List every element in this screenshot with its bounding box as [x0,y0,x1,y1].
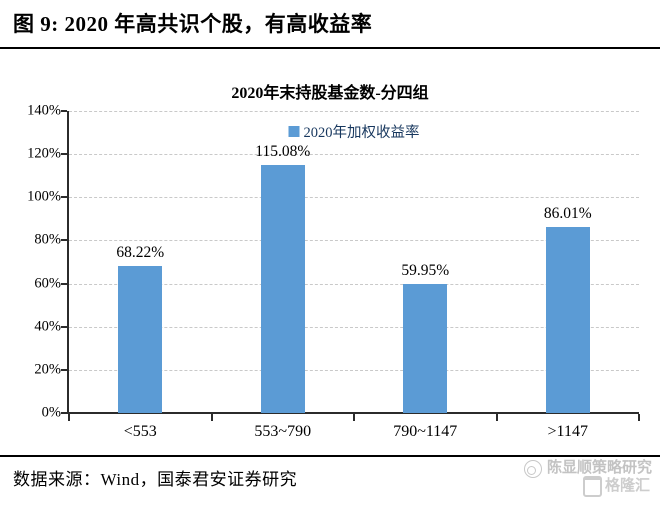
legend-label: 2020年加权收益率 [303,125,420,141]
watermark: 陈显顺策略研究 格隆汇 [472,460,652,497]
y-axis-tick [61,110,67,112]
bar-value-label: 86.01% [543,205,592,223]
y-axis-label: 40% [34,318,61,335]
y-axis-tick [61,412,67,414]
y-axis-tick [61,196,67,199]
header-divider [0,47,660,49]
y-axis-label: 100% [27,188,61,205]
y-axis-tick [61,325,67,328]
chart-legend: 2020年加权收益率 [288,121,420,142]
y-axis-tick [61,239,67,242]
bar-553~790 [260,164,305,413]
x-axis-category-label: 553~790 [254,423,312,440]
x-axis-tick [495,414,498,421]
y-axis-tick [61,282,67,285]
legend-swatch-icon [288,126,300,137]
bar-value-label: 68.22% [116,243,165,261]
y-axis-label: 0% [41,404,61,421]
watermark-row: 陈显顺策略研究 [472,460,652,478]
y-axis-tick [61,368,67,371]
y-axis [67,111,69,414]
y-axis-label: 20% [34,361,61,378]
x-axis [67,412,639,414]
gridline [69,111,639,112]
bar-790~1147 [403,283,448,413]
gridline [69,197,639,199]
gelonghui-g-icon [582,476,602,497]
footer-divider [0,455,660,457]
y-axis-label: 80% [34,231,61,248]
gridline [69,240,639,242]
x-axis-tick [353,414,355,421]
y-axis-label: 60% [34,275,61,292]
plot-area: 2020年加权收益率 0% 20% 40% 60% 80% 100% 120% 140% 68.… [27,103,640,440]
bar-<553 [118,265,163,413]
gridline [69,154,639,156]
y-axis-label: 120% [27,145,61,162]
bar-value-label: 59.95% [401,261,450,279]
gridline [69,369,639,371]
gelonghui-logo-text: 格隆汇 [604,477,650,494]
gridline [69,283,639,285]
gelonghui-logo: 格隆汇 [472,476,650,497]
gridline [69,326,639,328]
watermark-name: 陈显顺策略研究 [546,460,652,477]
x-axis-category-label: <553 [123,423,157,440]
y-axis-tick [61,153,67,156]
x-axis-category-label: 790~1147 [393,423,458,440]
x-axis-category-label: >1147 [547,423,588,440]
y-axis-label: 140% [27,102,61,119]
x-axis-tick [210,414,213,421]
chart-title: 2020年末持股基金数-分四组 [231,85,429,102]
wechat-avatar-icon [523,460,542,478]
figure-title: 图 9: 2020 年高共识个股，有高收益率 [13,12,373,36]
bar-value-label: 115.08% [255,142,311,160]
bar->1147 [545,227,590,413]
x-axis-tick [68,414,70,421]
x-axis-tick [638,414,640,421]
source-note: 数据来源：Wind，国泰君安证券研究 [13,470,298,489]
